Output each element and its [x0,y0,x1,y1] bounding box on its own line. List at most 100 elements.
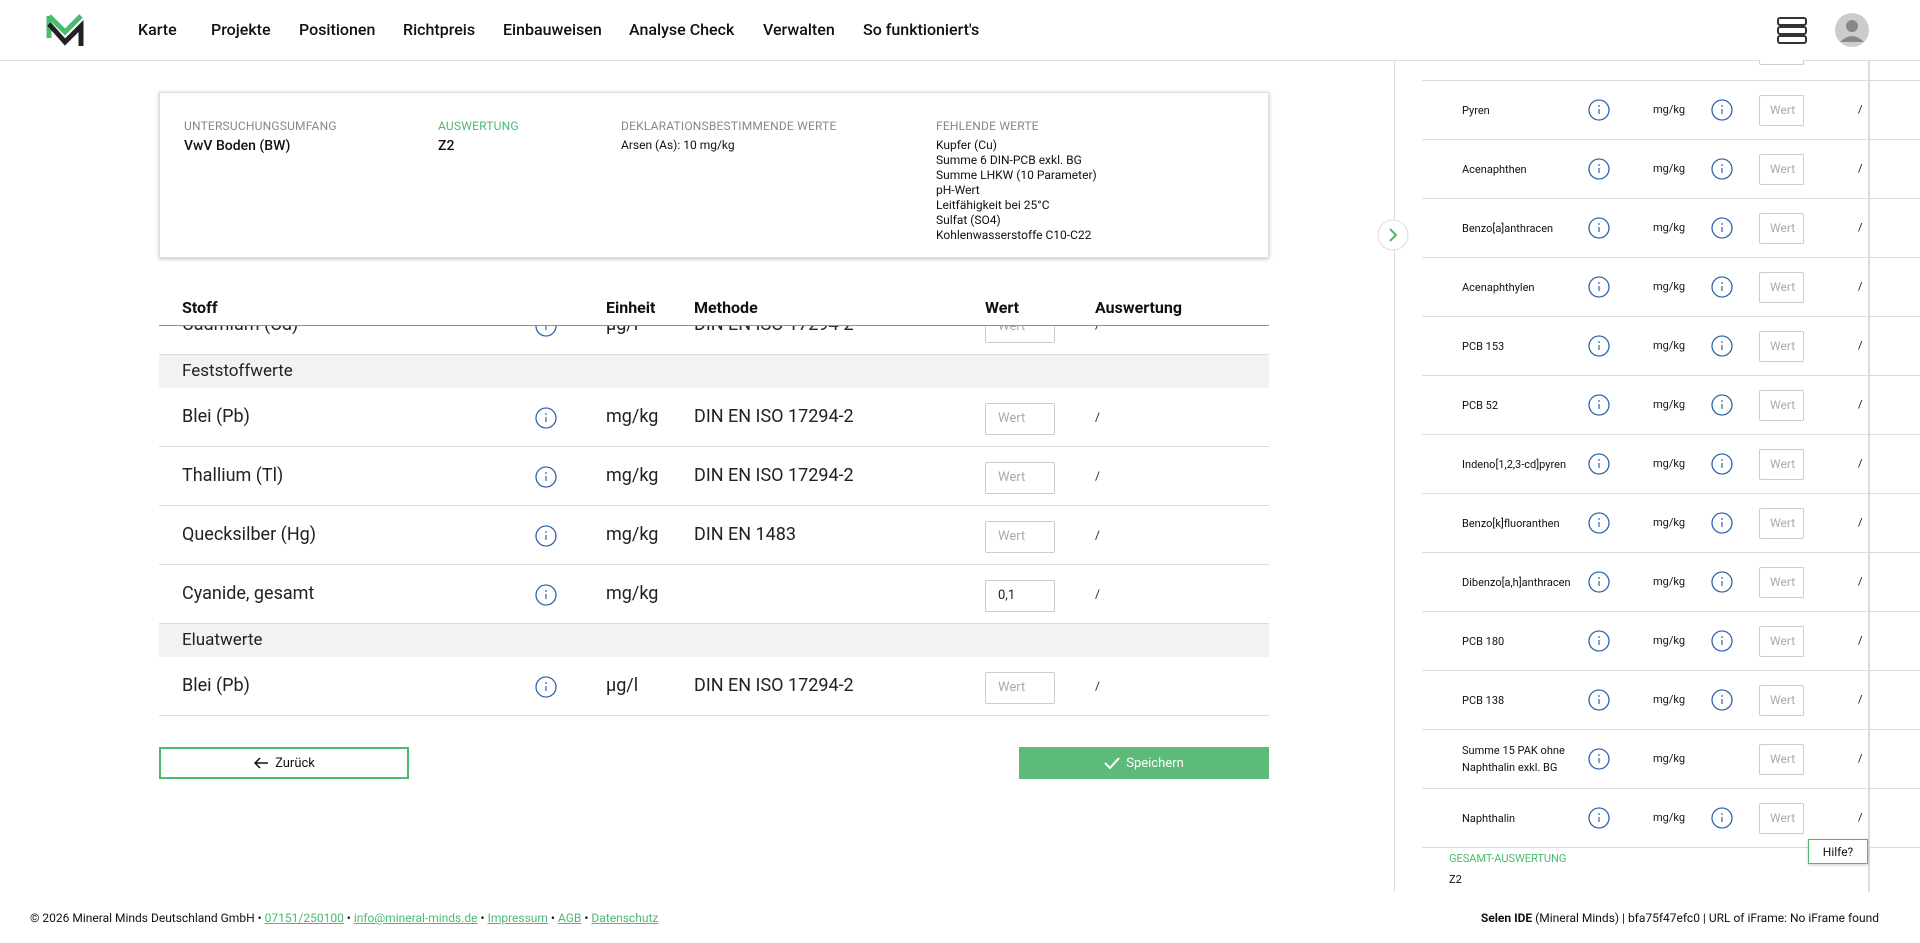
info-icon[interactable] [1588,99,1610,121]
nav-link[interactable]: Analyse Check [629,20,735,39]
info-icon[interactable] [1588,571,1610,593]
info-icon[interactable] [1588,158,1610,180]
save-button[interactable]: Speichern [1019,747,1269,779]
panel-unit: mg/kg [1653,575,1686,588]
info-icon[interactable] [1588,630,1610,652]
info-icon[interactable] [1711,689,1733,711]
value-input[interactable]: 0,1 [985,580,1055,612]
info-icon[interactable] [535,326,557,337]
info-icon[interactable] [1711,335,1733,357]
nav-link[interactable]: Karte [138,20,177,39]
info-icon[interactable] [1588,512,1610,534]
panel-input[interactable]: Wert [1759,154,1804,185]
scrollbar [1868,60,1870,892]
info-icon[interactable] [1711,453,1733,475]
panel-input[interactable]: Wert [1759,390,1804,421]
panel-input[interactable]: Wert [1759,508,1804,539]
info-icon[interactable] [1588,276,1610,298]
panel-input[interactable]: Wert [1759,449,1804,480]
field-value: Z2 [438,138,455,154]
column-header: Methode [694,298,758,317]
method: DIN EN ISO 17294-2 [694,326,854,335]
footer-link[interactable]: 07151/250100 [264,911,344,925]
result: / [1095,469,1100,483]
panel-result: / [1858,693,1863,706]
info-icon[interactable] [1588,453,1610,475]
unit: µg/l [606,675,639,696]
panel-input[interactable]: Wert [1759,744,1804,775]
panel-input[interactable]: Wert [1759,626,1804,657]
panel-input[interactable]: Wert [1759,213,1804,244]
panel-unit: mg/kg [1653,811,1686,824]
info-icon[interactable] [535,466,557,488]
info-icon[interactable] [1588,394,1610,416]
back-button[interactable]: Zurück [159,747,409,779]
footer-link[interactable]: AGB [557,911,582,925]
partial-input[interactable] [1759,60,1804,65]
info-icon[interactable] [1711,217,1733,239]
unit: mg/kg [606,583,659,604]
nav-link[interactable]: Positionen [299,20,376,39]
missing-item: pH-Wert [936,183,980,197]
value-input[interactable]: Wert [985,326,1055,343]
panel-input[interactable]: Wert [1759,803,1804,834]
info-icon[interactable] [535,584,557,606]
logo[interactable] [46,12,84,48]
nav-link[interactable]: Richtpreis [403,20,476,39]
info-icon[interactable] [1588,748,1610,770]
footer-link[interactable]: Datenschutz [591,911,659,925]
panel-input[interactable]: Wert [1759,567,1804,598]
nav-link[interactable]: So funktioniert's [863,20,980,39]
substance: Cyanide, gesamt [182,583,315,604]
nav-link[interactable]: Projekte [211,20,271,39]
panel-input[interactable]: Wert [1759,95,1804,126]
info-icon[interactable] [1711,99,1733,121]
method: DIN EN ISO 17294-2 [694,465,854,486]
panel-input[interactable]: Wert [1759,272,1804,303]
nav-link[interactable]: Einbauweisen [503,20,602,39]
substance: Blei (Pb) [182,406,250,427]
info-icon[interactable] [1711,807,1733,829]
info-icon[interactable] [535,676,557,698]
footer-link[interactable]: info@mineral-minds.de [353,911,478,925]
avatar[interactable] [1834,12,1870,48]
footer: © 2026 Mineral Minds Deutschland GmbH • … [0,905,1920,943]
info-icon[interactable] [1711,512,1733,534]
value-input[interactable]: Wert [985,521,1055,553]
panel-input[interactable]: Wert [1759,331,1804,362]
panel-input[interactable]: Wert [1759,685,1804,716]
panel-substance: PCB 153 [1462,339,1505,353]
info-icon[interactable] [1711,276,1733,298]
separator: • [584,911,589,925]
info-icon[interactable] [1711,158,1733,180]
panel-substance: Benzo[a]anthracen [1462,221,1554,235]
panel-result: / [1858,752,1863,765]
info-icon[interactable] [1588,807,1610,829]
help-button[interactable]: Hilfe? [1808,839,1868,864]
value-input[interactable]: Wert [985,403,1055,435]
panel-unit: mg/kg [1653,280,1686,293]
header: Karte Projekte Positionen Richtpreis Einbauw… [0,0,1920,61]
footer-info: (Mineral Minds) | bfa75f47efc0 | URL of … [1535,911,1879,925]
info-icon[interactable] [535,525,557,547]
panel-toggle[interactable] [1376,218,1410,252]
info-icon[interactable] [1711,571,1733,593]
value-input[interactable]: Wert [985,672,1055,704]
panel-result: / [1858,457,1863,470]
info-icon[interactable] [1588,217,1610,239]
unit: µg/l [606,326,638,335]
panel-row: Summe 15 PAK ohne Naphthalin exkl. BG mg/… [1422,730,1920,789]
separator: • [550,911,555,925]
panel-substance: Dibenzo[a,h]anthracen [1462,575,1571,589]
info-icon[interactable] [1588,689,1610,711]
back-arrow [254,757,269,769]
info-icon[interactable] [535,407,557,429]
info-icon[interactable] [1711,630,1733,652]
info-icon[interactable] [1711,394,1733,416]
server-icon[interactable] [1776,14,1808,46]
footer-right: Selen IDE (Mineral Minds) | bfa75f47efc0… [1481,911,1879,925]
value-input[interactable]: Wert [985,462,1055,494]
info-icon[interactable] [1588,335,1610,357]
footer-link[interactable]: Impressum [487,911,548,925]
nav-link[interactable]: Verwalten [763,20,835,39]
